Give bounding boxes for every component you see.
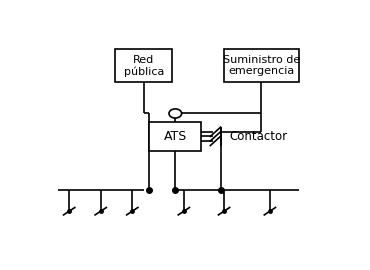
Text: Suministro de
emergencia: Suministro de emergencia (223, 55, 300, 76)
Text: Contactor: Contactor (230, 130, 288, 143)
Text: Red
pública: Red pública (124, 55, 164, 77)
FancyBboxPatch shape (224, 49, 299, 82)
FancyBboxPatch shape (149, 122, 201, 151)
Circle shape (169, 109, 182, 118)
Text: ATS: ATS (164, 130, 187, 143)
FancyBboxPatch shape (115, 49, 172, 82)
